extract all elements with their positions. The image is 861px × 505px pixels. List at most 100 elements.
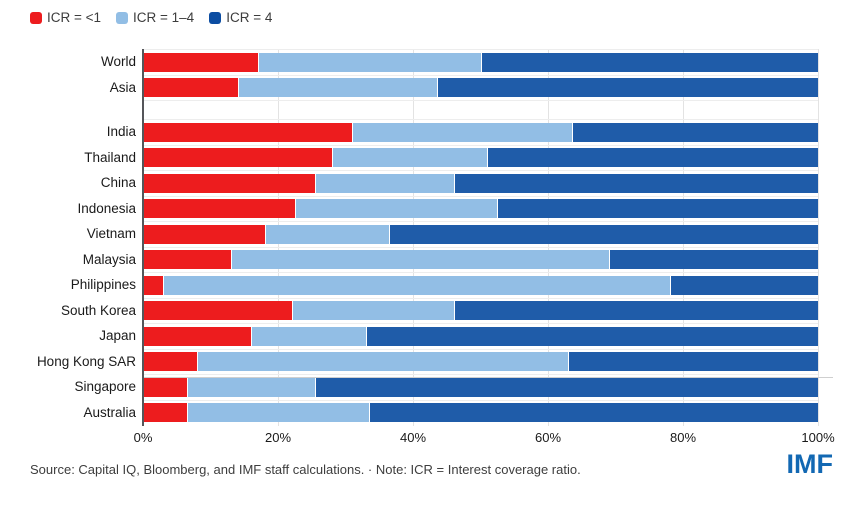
bar-segment-icr-1-4 (186, 403, 370, 423)
bar-segment-icr-lt-1 (143, 224, 265, 244)
bar-row: Philippines (0, 272, 861, 298)
legend-label: ICR = 4 (226, 10, 273, 25)
bar-segment-icr-lt-1 (143, 275, 164, 295)
bar-segment-icr-1-4 (186, 377, 316, 397)
bar-row: South Korea (0, 297, 861, 324)
bar-segment-icr-1-4 (257, 52, 481, 72)
bar-segment-icr-lt-1 (143, 148, 332, 168)
bar-track (143, 119, 818, 145)
legend-item: ICR = <1 (30, 10, 101, 25)
x-tick-label: 40% (399, 430, 427, 445)
stacked-bar (143, 78, 818, 98)
category-label: Hong Kong SAR (36, 353, 136, 369)
stacked-bar (143, 275, 818, 295)
bar-track (143, 272, 818, 298)
stacked-bar (143, 199, 818, 219)
bar-segment-icr-1-4 (237, 78, 437, 98)
category-label: Singapore (74, 379, 136, 394)
bar-row: Malaysia (0, 246, 861, 273)
category-label: Japan (99, 328, 136, 343)
legend-label: ICR = 1–4 (133, 10, 195, 25)
y-axis-line (142, 49, 144, 426)
bar-segment-icr-1-4 (230, 250, 609, 270)
bar-row: Hong Kong SAR (0, 348, 861, 375)
stacked-bar (143, 352, 818, 372)
bar-row: Thailand (0, 144, 861, 171)
bar-track (143, 195, 818, 222)
stacked-bar (143, 301, 818, 321)
bar-segment-icr-1-4 (251, 326, 366, 346)
category-label: China (100, 175, 136, 190)
bar-segment-icr-gt-4 (669, 275, 818, 295)
stacked-bar (143, 326, 818, 346)
stacked-bar (143, 52, 818, 72)
bar-row: India (0, 119, 861, 145)
bar-row: Singapore (0, 374, 861, 400)
bar-track (143, 399, 818, 426)
stacked-bar (143, 122, 818, 142)
bar-track (143, 49, 818, 75)
category-label: India (106, 124, 136, 139)
bar-segment-icr-1-4 (163, 275, 670, 295)
bar-segment-icr-lt-1 (143, 78, 238, 98)
bar-segment-icr-gt-4 (365, 326, 818, 346)
bar-row: World (0, 49, 861, 75)
bar-track (143, 74, 818, 101)
category-label: Asia (109, 79, 136, 95)
legend-swatch-icon (116, 11, 129, 24)
bar-segment-icr-gt-4 (568, 352, 818, 372)
bar-segment-icr-lt-1 (143, 250, 231, 270)
bar-track (143, 323, 818, 349)
stacked-bar (143, 377, 818, 397)
bar-segment-icr-gt-4 (480, 52, 818, 72)
bar-segment-icr-lt-1 (143, 52, 258, 72)
stacked-bar-chart: World Asia India Thailand China Indonesia Viet… (0, 49, 861, 426)
x-tick-label: 100% (801, 430, 835, 445)
bar-segment-icr-1-4 (294, 199, 498, 219)
bar-row: China (0, 170, 861, 196)
bar-segment-icr-lt-1 (143, 352, 197, 372)
bar-track (143, 170, 818, 196)
group-spacer (0, 100, 861, 119)
x-tick-label: 80% (669, 430, 697, 445)
bar-segment-icr-gt-4 (369, 403, 818, 423)
legend: ICR = <1 ICR = 1–4 ICR = 4 (30, 10, 272, 25)
bar-segment-icr-gt-4 (608, 250, 818, 270)
bar-segment-icr-1-4 (352, 122, 572, 142)
bar-segment-icr-lt-1 (143, 199, 295, 219)
bar-segment-icr-lt-1 (143, 301, 292, 321)
stacked-bar (143, 148, 818, 168)
bar-segment-icr-gt-4 (453, 301, 818, 321)
stacked-bar (143, 173, 818, 193)
bar-track (143, 221, 818, 247)
stacked-bar (143, 224, 818, 244)
category-label: Indonesia (77, 200, 136, 216)
bar-track (143, 246, 818, 273)
bar-segment-icr-gt-4 (571, 122, 818, 142)
bar-row: Indonesia (0, 195, 861, 222)
legend-item: ICR = 1–4 (116, 10, 194, 25)
legend-label: ICR = <1 (47, 10, 102, 25)
category-label: Australia (83, 404, 136, 420)
bar-segment-icr-lt-1 (143, 326, 251, 346)
bar-segment-icr-1-4 (197, 352, 569, 372)
bar-row: Japan (0, 323, 861, 349)
bar-segment-icr-gt-4 (487, 148, 818, 168)
bar-segment-icr-1-4 (291, 301, 454, 321)
bar-row: Asia (0, 74, 861, 101)
bar-track (143, 374, 818, 400)
bar-track (143, 348, 818, 375)
x-tick-label: 20% (264, 430, 292, 445)
bar-row: Australia (0, 399, 861, 426)
category-label: Philippines (70, 277, 136, 292)
gridline (817, 49, 819, 426)
x-tick-label: 60% (534, 430, 562, 445)
category-label: Malaysia (82, 251, 136, 267)
bar-segment-icr-gt-4 (315, 377, 818, 397)
imf-logo: IMF (786, 449, 834, 479)
bar-segment-icr-lt-1 (143, 377, 187, 397)
bar-segment-icr-1-4 (315, 173, 454, 193)
category-label: Vietnam (86, 226, 136, 241)
plot-rows: World Asia India Thailand China Indonesia Viet… (0, 49, 861, 425)
